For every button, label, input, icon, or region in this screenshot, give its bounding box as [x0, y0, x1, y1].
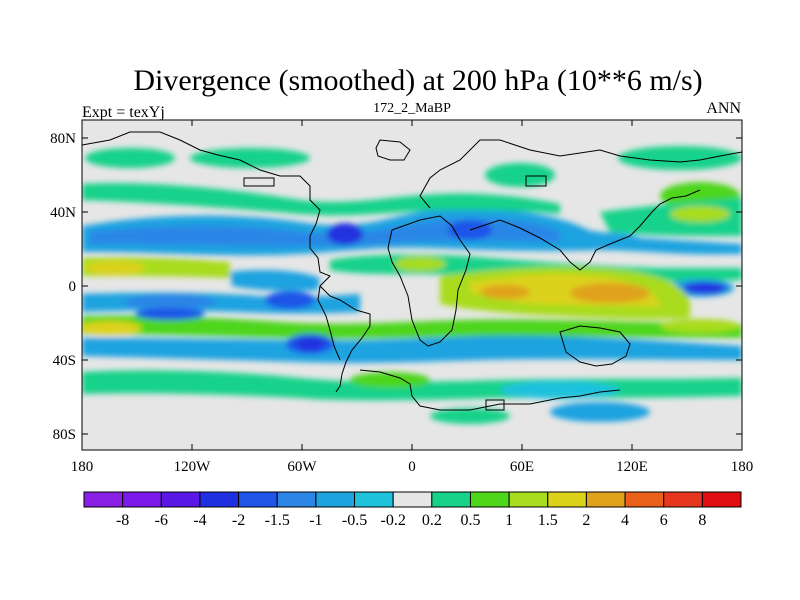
- experiment-label: Expt = texYj: [82, 104, 165, 121]
- map-panel: [82, 120, 742, 450]
- coastline-antarctica: [359, 369, 621, 411]
- lat-tick-label: 40S: [53, 353, 76, 369]
- colorbar-swatch: [354, 491, 394, 508]
- field-patch: [618, 146, 742, 170]
- run-label: 172_2_MaBP: [373, 101, 451, 116]
- coastline-south-america: [319, 285, 371, 393]
- field-patch: [485, 163, 555, 187]
- coastline-island: [525, 175, 547, 187]
- lon-tick-label: 60W: [287, 459, 317, 475]
- colorbar-swatch: [238, 491, 278, 508]
- colorbar-label: -0.5: [342, 512, 367, 529]
- colorbar-swatch: [508, 491, 549, 508]
- colorbar: [83, 491, 742, 508]
- field-patch: [82, 335, 742, 363]
- colorbar-labels: -8 -6 -4 -2 -1.5 -1 -0.5 -0.2 0.2 0.5 1 1.5 2 4 6 8: [116, 512, 706, 529]
- lon-tick-label: 60E: [510, 459, 534, 475]
- longitude-ticks: [81, 120, 743, 450]
- lon-tick-label: 0: [408, 459, 416, 475]
- divergence-field: [82, 146, 742, 424]
- longitude-labels: 180 120W 60W 0 60E 120E 180: [71, 459, 754, 475]
- coastline-north-america: [82, 131, 331, 287]
- latitude-ticks: [82, 137, 742, 435]
- colorbar-swatch: [624, 491, 665, 508]
- colorbar-label: -1: [309, 512, 322, 529]
- season-label: ANN: [706, 100, 741, 117]
- lat-tick-label: 40N: [50, 205, 76, 221]
- field-patch: [350, 372, 430, 388]
- colorbar-label: 6: [660, 512, 668, 529]
- colorbar-swatch: [663, 491, 703, 508]
- colorbar-label: 8: [698, 512, 706, 529]
- coastline-africa: [387, 215, 471, 347]
- field-patch: [82, 321, 142, 335]
- colorbar-swatch: [469, 491, 510, 508]
- colorbar-swatch: [431, 491, 471, 508]
- field-patch: [230, 270, 320, 291]
- field-patch: [683, 282, 727, 294]
- colorbar-label: -6: [155, 512, 168, 529]
- coastline-island: [243, 177, 275, 187]
- colorbar-swatch: [276, 491, 317, 508]
- field-patch: [90, 218, 560, 246]
- coastline-australia: [559, 325, 631, 367]
- colorbar-label: 1: [505, 512, 513, 529]
- field-patch: [570, 283, 650, 303]
- colorbar-swatch: [701, 491, 742, 508]
- field-patch: [190, 148, 310, 168]
- colorbar-swatch: [83, 491, 124, 508]
- field-patch: [265, 291, 315, 309]
- colorbar-label: -2: [232, 512, 245, 529]
- colorbar-label: -4: [193, 512, 206, 529]
- field-patch: [85, 148, 175, 168]
- field-patch: [394, 257, 446, 271]
- field-patch: [82, 315, 742, 339]
- lon-tick-label: 180: [71, 459, 94, 475]
- latitude-labels: 80N 40N 0 40S 80S: [50, 131, 76, 443]
- colorbar-swatch: [547, 491, 587, 508]
- coastline-south-america-east: [317, 285, 341, 361]
- colorbar-swatch: [199, 491, 240, 508]
- colorbar-swatch: [392, 491, 433, 508]
- colorbar-label: 0.2: [422, 512, 442, 529]
- coastline-eurasia: [419, 139, 742, 209]
- figure-title: Divergence (smoothed) at 200 hPa (10**6 …: [133, 64, 702, 97]
- colorbar-label: 0.5: [460, 512, 480, 529]
- field-patch: [660, 319, 740, 333]
- field-patch: [670, 206, 730, 222]
- continent-outlines: [82, 131, 742, 411]
- field-patch: [125, 294, 215, 310]
- colorbar-label: -1.5: [265, 512, 290, 529]
- colorbar-label: 2: [582, 512, 590, 529]
- field-patch: [430, 408, 510, 424]
- field-patch: [296, 337, 324, 351]
- lon-tick-label: 180: [731, 459, 754, 475]
- lon-tick-label: 120W: [174, 459, 212, 475]
- colorbar-label: -8: [116, 512, 129, 529]
- field-patch: [327, 223, 363, 245]
- colorbar-swatch: [122, 491, 162, 508]
- field-patch: [85, 261, 145, 275]
- field-patch: [500, 381, 620, 399]
- field-patch: [82, 183, 560, 216]
- colorbar-label: -0.2: [381, 512, 406, 529]
- lat-tick-label: 80N: [50, 131, 76, 147]
- coastline-greenland: [375, 139, 411, 161]
- lon-tick-label: 120E: [616, 459, 648, 475]
- coastline-arabia-india: [469, 189, 701, 271]
- lat-tick-label: 0: [69, 279, 77, 295]
- colorbar-swatch: [585, 491, 626, 508]
- coastline-island: [485, 399, 505, 411]
- colorbar-label: 4: [621, 512, 629, 529]
- colorbar-label: 1.5: [538, 512, 558, 529]
- field-patch: [480, 285, 530, 299]
- colorbar-swatch: [160, 491, 201, 508]
- colorbar-swatch: [315, 491, 356, 508]
- field-patch: [135, 308, 205, 320]
- field-patch: [550, 402, 650, 422]
- map-axes: [81, 120, 743, 450]
- lat-tick-label: 80S: [53, 427, 76, 443]
